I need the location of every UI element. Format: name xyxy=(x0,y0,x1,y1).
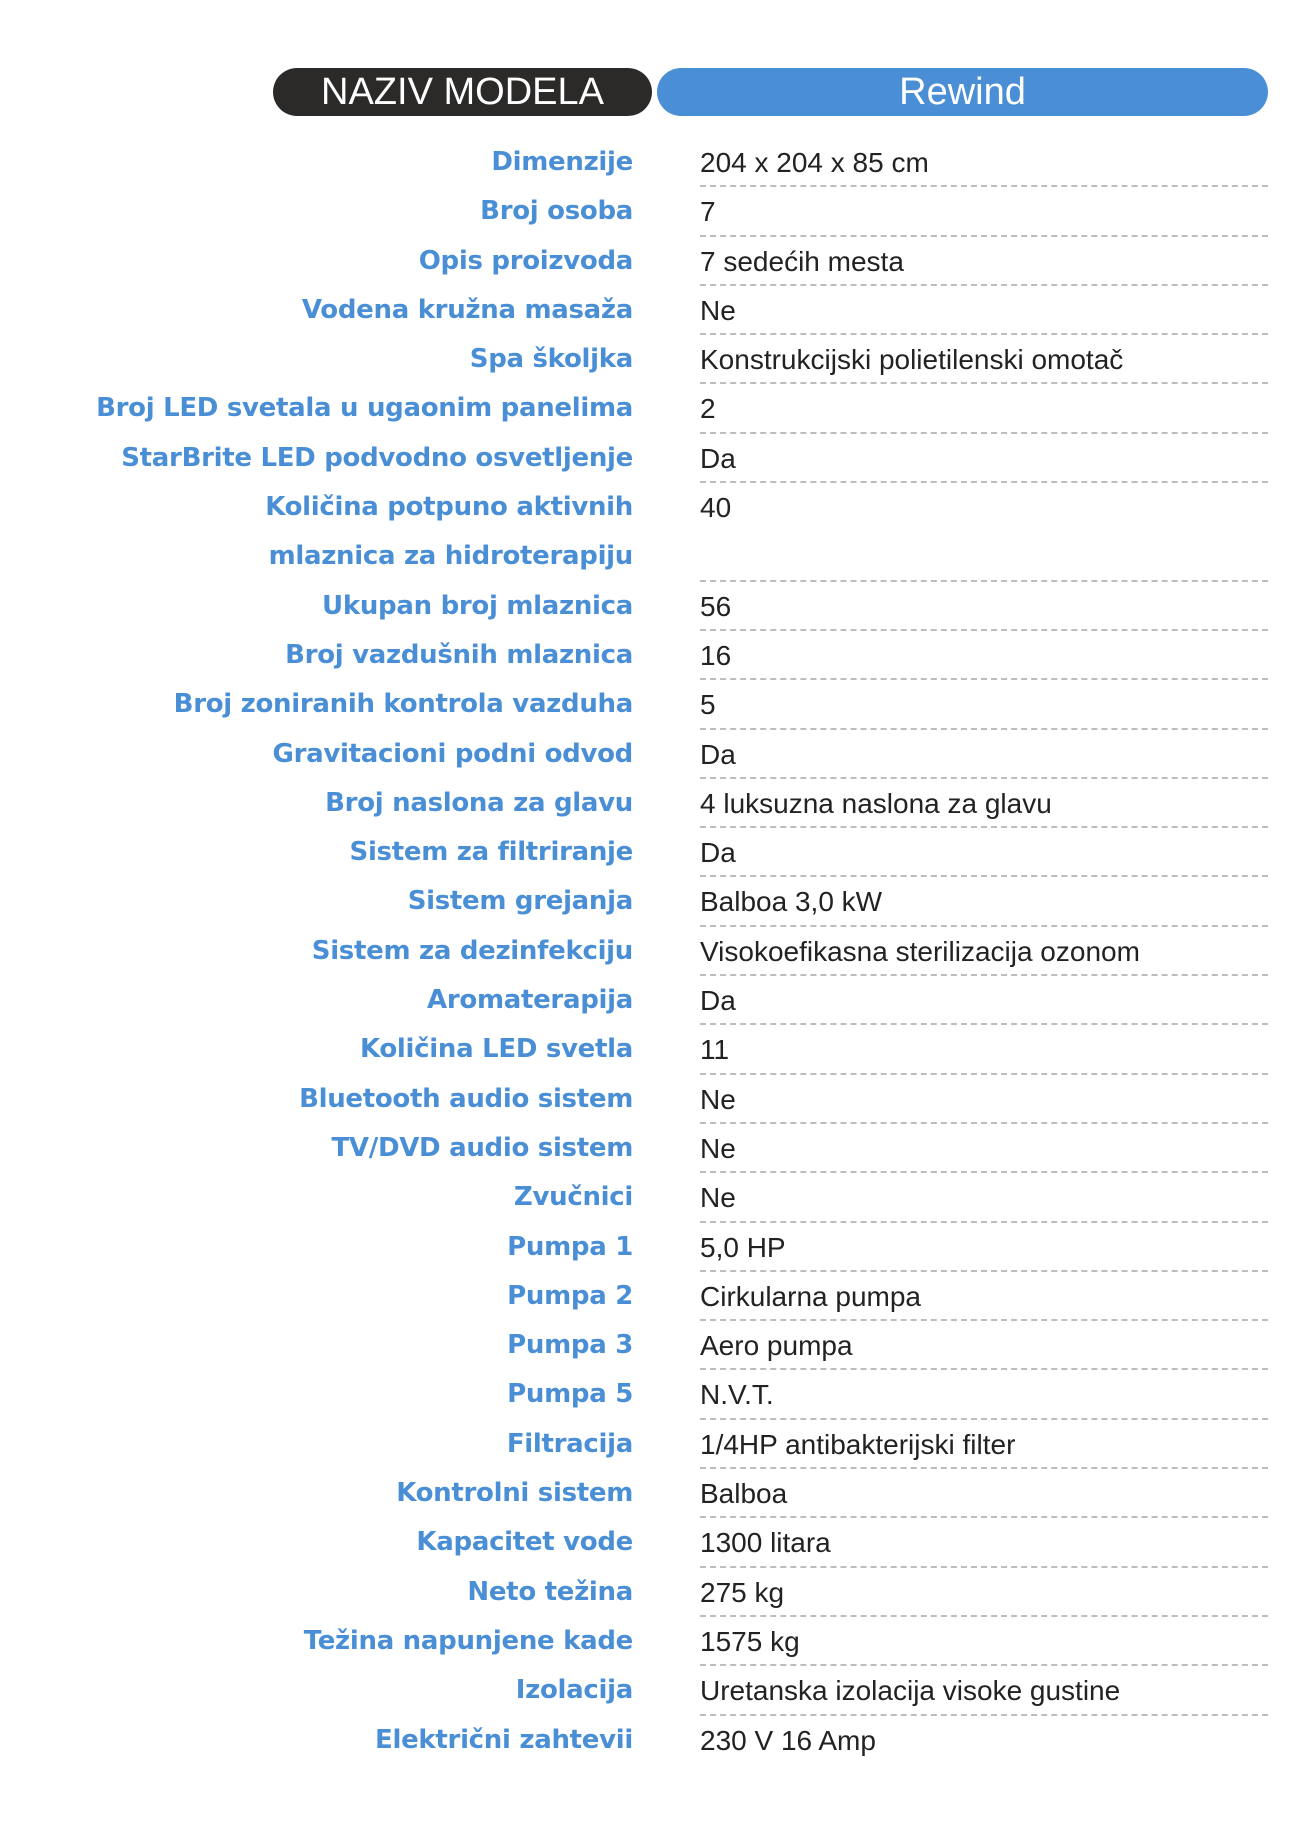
model-name-header-label: NAZIV MODELA xyxy=(273,68,652,116)
spec-label: Kapacitet vode xyxy=(416,1527,633,1558)
spec-label: Sistem za dezinfekciju xyxy=(311,935,634,966)
spec-label: Broj naslona za glavu xyxy=(325,787,633,818)
spec-label: Broj osoba xyxy=(480,196,633,227)
spec-row: Vodena kružna masaža Ne xyxy=(0,286,1311,336)
spec-row: Pumpa 2 Cirkularna pumpa xyxy=(0,1272,1311,1322)
spec-label: Zvučnici xyxy=(513,1182,633,1213)
spec-label: Sistem grejanja xyxy=(407,886,634,917)
spec-value: Ne xyxy=(700,1075,1268,1124)
spec-label: TV/DVD audio sistem xyxy=(331,1132,633,1163)
spec-label: Električni zahtevii xyxy=(375,1724,633,1755)
spec-row: Opis proizvoda 7 sedećih mesta xyxy=(0,237,1311,286)
model-name-value: Rewind xyxy=(657,68,1268,116)
spec-label: Dimenzije xyxy=(491,147,633,177)
spec-label: Težina napunjene kade xyxy=(303,1625,634,1656)
spec-label: Neto težina xyxy=(467,1576,633,1607)
spec-value: Aero pumpa xyxy=(700,1321,1268,1371)
spec-row: Električni zahtevii 230 V 16 Amp xyxy=(0,1716,1311,1765)
spec-value: 2 xyxy=(700,384,1268,434)
spec-value: 4 luksuzna naslona za glavu xyxy=(700,779,1268,829)
spec-value: Da xyxy=(700,434,1268,484)
spec-row: Pumpa 5 N.V.T. xyxy=(0,1370,1311,1420)
spec-value: 275 kg xyxy=(700,1568,1268,1617)
spec-row: Zvučnici Ne xyxy=(0,1173,1311,1223)
spec-value: Da xyxy=(700,730,1268,779)
spec-value: 230 V 16 Amp xyxy=(700,1724,876,1756)
spec-label: Pumpa 1 xyxy=(507,1231,633,1262)
spec-value: 16 xyxy=(700,631,1268,681)
spec-row: Kontrolni sistem Balboa xyxy=(0,1469,1311,1519)
spec-label: Količina potpuno aktivnih mlaznica za hi… xyxy=(265,492,633,572)
spec-row: Broj zoniranih kontrola vazduha 5 xyxy=(0,680,1311,730)
spec-row: Neto težina 275 kg xyxy=(0,1568,1311,1617)
spec-table: Dimenzije 204 x 204 x 85 cm Broj osoba 7 Opi… xyxy=(0,138,1311,1765)
spec-value: 1300 litara xyxy=(700,1518,1268,1568)
spec-label: Ukupan broj mlaznica xyxy=(322,590,633,621)
spec-row: Spa školjka Konstrukcijski polietilenski … xyxy=(0,335,1311,385)
spec-row: Sistem za filtriranje Da xyxy=(0,828,1311,878)
spec-value: 1575 kg xyxy=(700,1617,1268,1667)
spec-value: Cirkularna pumpa xyxy=(700,1272,1268,1322)
spec-value: 5,0 HP xyxy=(700,1223,1268,1272)
spec-label: Broj vazdušnih mlaznica xyxy=(285,639,633,670)
spec-value: Ne xyxy=(700,1173,1268,1223)
spec-value: Konstrukcijski polietilenski omotač xyxy=(700,335,1268,385)
spec-value: 1/4HP antibakterijski filter xyxy=(700,1420,1268,1470)
spec-value: 40 xyxy=(700,483,1268,582)
spec-row: Izolacija Uretanska izolacija visoke gust… xyxy=(0,1666,1311,1716)
spec-value: Visokoefikasna sterilizacija ozonom xyxy=(700,927,1268,977)
spec-label: Pumpa 5 xyxy=(507,1379,633,1410)
spec-value: 56 xyxy=(700,582,1268,631)
spec-label: Izolacija xyxy=(515,1675,634,1706)
spec-row: TV/DVD audio sistem Ne xyxy=(0,1124,1311,1174)
spec-row: Broj vazdušnih mlaznica 16 xyxy=(0,631,1311,681)
spec-value: 204 x 204 x 85 cm xyxy=(700,138,1268,188)
spec-label: Opis proizvoda xyxy=(418,245,634,276)
spec-row: Količina LED svetla 11 xyxy=(0,1025,1311,1075)
spec-value: N.V.T. xyxy=(700,1370,1268,1420)
spec-row: Kapacitet vode 1300 litara xyxy=(0,1518,1311,1568)
spec-value: 7 xyxy=(700,187,1268,237)
spec-row: Filtracija 1/4HP antibakterijski filter xyxy=(0,1420,1311,1470)
spec-value: 11 xyxy=(700,1025,1268,1075)
spec-row: Aromaterapija Da xyxy=(0,976,1311,1026)
spec-label: Broj zoniranih kontrola vazduha xyxy=(173,689,634,720)
spec-label: Sistem za filtriranje xyxy=(349,837,634,868)
spec-value: Ne xyxy=(700,286,1268,336)
spec-value: Uretanska izolacija visoke gustine xyxy=(700,1666,1268,1716)
spec-label: Pumpa 2 xyxy=(507,1280,633,1311)
spec-row: Broj LED svetala u ugaonim panelima 2 xyxy=(0,384,1311,434)
spec-value: 7 sedećih mesta xyxy=(700,237,1268,286)
spec-label: Vodena kružna masaža xyxy=(301,294,633,325)
spec-row: Ukupan broj mlaznica 56 xyxy=(0,582,1311,631)
spec-row: Broj osoba 7 xyxy=(0,187,1311,237)
spec-value: Da xyxy=(700,828,1268,878)
spec-row: Pumpa 3 Aero pumpa xyxy=(0,1321,1311,1371)
spec-row: StarBrite LED podvodno osvetljenje Da xyxy=(0,434,1311,484)
spec-label: Broj LED svetala u ugaonim panelima xyxy=(96,393,633,424)
spec-row: Dimenzije 204 x 204 x 85 cm xyxy=(0,138,1311,188)
spec-value: Balboa xyxy=(700,1469,1268,1519)
spec-label: Gravitacioni podni odvod xyxy=(272,738,634,769)
spec-label: Aromaterapija xyxy=(427,985,633,1016)
spec-label: Spa školjka xyxy=(469,344,634,375)
spec-row: Količina potpuno aktivnih mlaznica za hi… xyxy=(0,483,1311,582)
spec-row: Sistem za dezinfekciju Visokoefikasna ste… xyxy=(0,927,1311,977)
spec-row: Sistem grejanja Balboa 3,0 kW xyxy=(0,877,1311,927)
spec-value: Balboa 3,0 kW xyxy=(700,877,1268,927)
spec-row: Gravitacioni podni odvod Da xyxy=(0,730,1311,779)
spec-label: StarBrite LED podvodno osvetljenje xyxy=(121,442,633,473)
spec-label: Količina LED svetla xyxy=(359,1034,633,1065)
spec-value: 5 xyxy=(700,680,1268,730)
spec-label: Filtracija xyxy=(506,1428,633,1459)
spec-label: Bluetooth audio sistem xyxy=(299,1083,633,1114)
spec-label: Pumpa 3 xyxy=(507,1330,633,1361)
spec-label: Kontrolni sistem xyxy=(396,1478,633,1509)
spec-row: Broj naslona za glavu 4 luksuzna naslona … xyxy=(0,779,1311,829)
spec-row: Bluetooth audio sistem Ne xyxy=(0,1075,1311,1124)
spec-row: Pumpa 1 5,0 HP xyxy=(0,1223,1311,1272)
spec-row: Težina napunjene kade 1575 kg xyxy=(0,1617,1311,1667)
spec-value: Da xyxy=(700,976,1268,1026)
spec-value: Ne xyxy=(700,1124,1268,1174)
